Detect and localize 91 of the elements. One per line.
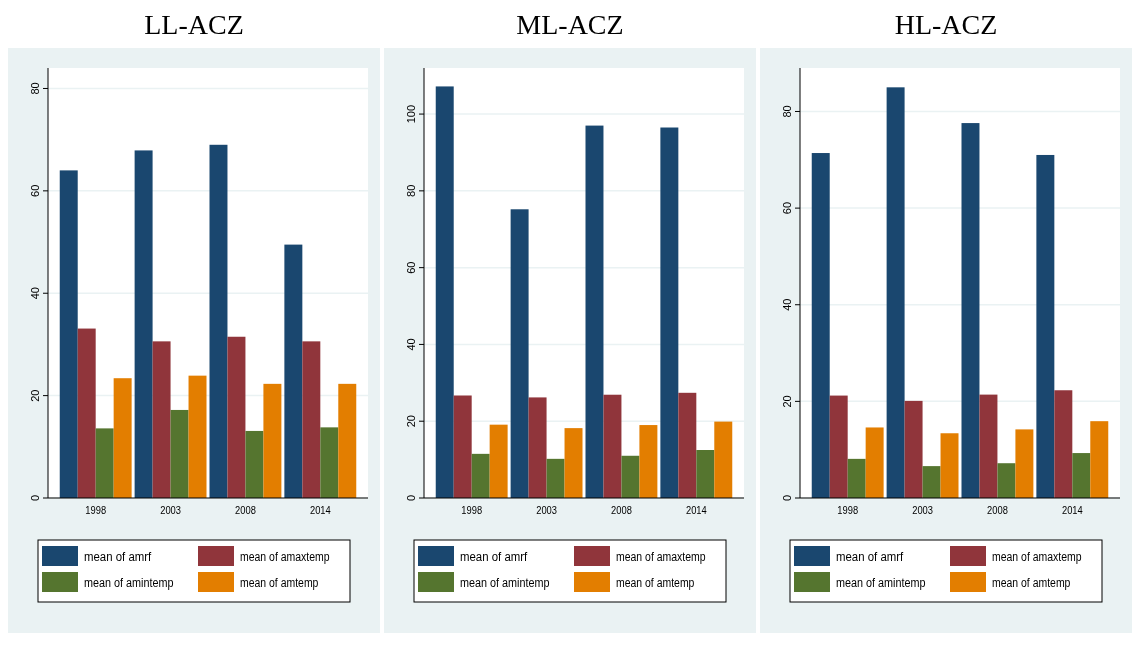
legend-label: mean of amintemp: [460, 576, 560, 590]
bar: [961, 123, 980, 498]
chart-title: ML-ACZ: [516, 9, 624, 40]
bar: [528, 397, 547, 498]
x-tick-label: 1998: [837, 504, 859, 517]
bar: [811, 153, 830, 498]
bar: [59, 170, 78, 498]
bar: [510, 209, 529, 498]
bar: [113, 378, 132, 498]
bar: [639, 425, 658, 498]
bar: [134, 150, 153, 498]
chart-title: HL-ACZ: [894, 9, 998, 40]
x-tick-label: 2003: [912, 504, 934, 517]
bar: [886, 87, 905, 498]
y-tick-label: 60: [405, 261, 417, 274]
y-tick-label: 0: [405, 494, 417, 502]
bar: [453, 395, 472, 498]
bar: [922, 466, 941, 498]
x-tick-label: 2014: [685, 504, 708, 517]
bar: [170, 409, 189, 498]
bar: [471, 453, 490, 498]
bar: [997, 463, 1016, 498]
bar: [1015, 429, 1034, 498]
legend-label: mean of amtemp: [240, 576, 331, 590]
bar: [152, 341, 171, 498]
x-tick-label: 1998: [461, 504, 483, 517]
bar: [284, 244, 303, 498]
x-tick-label: 2014: [1061, 504, 1084, 517]
bar: [245, 430, 264, 498]
bar: [621, 455, 640, 498]
bar: [865, 427, 884, 498]
y-tick-label: 40: [29, 287, 41, 300]
bar: [209, 144, 228, 498]
y-tick-label: 40: [405, 338, 417, 351]
legend-label: mean of amtemp: [616, 576, 707, 590]
bar: [227, 336, 246, 498]
y-tick-label: 100: [405, 104, 417, 124]
legend-label: mean of amaxtemp: [240, 550, 343, 564]
bar: [940, 433, 959, 498]
bar: [979, 394, 998, 498]
x-tick-label: 2014: [309, 504, 332, 517]
bar: [188, 375, 207, 498]
y-tick-label: 20: [29, 389, 41, 402]
bar: [564, 428, 583, 498]
legend-label: mean of amrf: [84, 550, 155, 564]
bar: [829, 395, 848, 498]
y-tick-label: 40: [781, 298, 793, 311]
chart-title: LL-ACZ: [144, 9, 244, 40]
bar: [95, 428, 114, 498]
bar: [847, 458, 866, 498]
legend-label: mean of amintemp: [836, 576, 936, 590]
bar: [603, 394, 622, 498]
x-tick-label: 2003: [160, 504, 182, 517]
bar: [714, 421, 733, 498]
y-tick-label: 0: [781, 494, 793, 502]
bar: [546, 458, 565, 498]
bar: [435, 86, 454, 498]
y-tick-label: 80: [405, 184, 417, 197]
bar: [489, 424, 508, 498]
y-tick-label: 20: [405, 415, 417, 428]
bar: [263, 383, 282, 498]
x-tick-label: 2008: [611, 504, 633, 517]
x-tick-label: 2008: [235, 504, 257, 517]
legend-label: mean of amrf: [460, 550, 531, 564]
bar: [1072, 453, 1091, 498]
y-tick-label: 80: [781, 105, 793, 118]
bar: [302, 341, 321, 498]
bar: [678, 392, 697, 498]
bar: [696, 450, 715, 498]
bar: [1054, 390, 1073, 498]
x-tick-label: 1998: [85, 504, 107, 517]
bar: [1036, 154, 1055, 498]
y-tick-label: 60: [29, 184, 41, 197]
legend-label: mean of amrf: [836, 550, 907, 564]
y-tick-label: 20: [781, 395, 793, 408]
x-tick-label: 2003: [536, 504, 558, 517]
legend-label: mean of amtemp: [992, 576, 1083, 590]
bar: [320, 427, 339, 498]
bar: [904, 400, 923, 498]
y-tick-label: 80: [29, 82, 41, 95]
y-tick-label: 0: [29, 494, 41, 502]
bar: [77, 328, 96, 498]
bar: [660, 127, 679, 498]
bar: [585, 125, 604, 498]
bar: [1090, 421, 1109, 498]
legend-label: mean of amaxtemp: [992, 550, 1095, 564]
legend-label: mean of amaxtemp: [616, 550, 719, 564]
bar: [338, 383, 357, 498]
x-tick-label: 2008: [987, 504, 1009, 517]
y-tick-label: 60: [781, 201, 793, 215]
legend-label: mean of amintemp: [84, 576, 184, 590]
